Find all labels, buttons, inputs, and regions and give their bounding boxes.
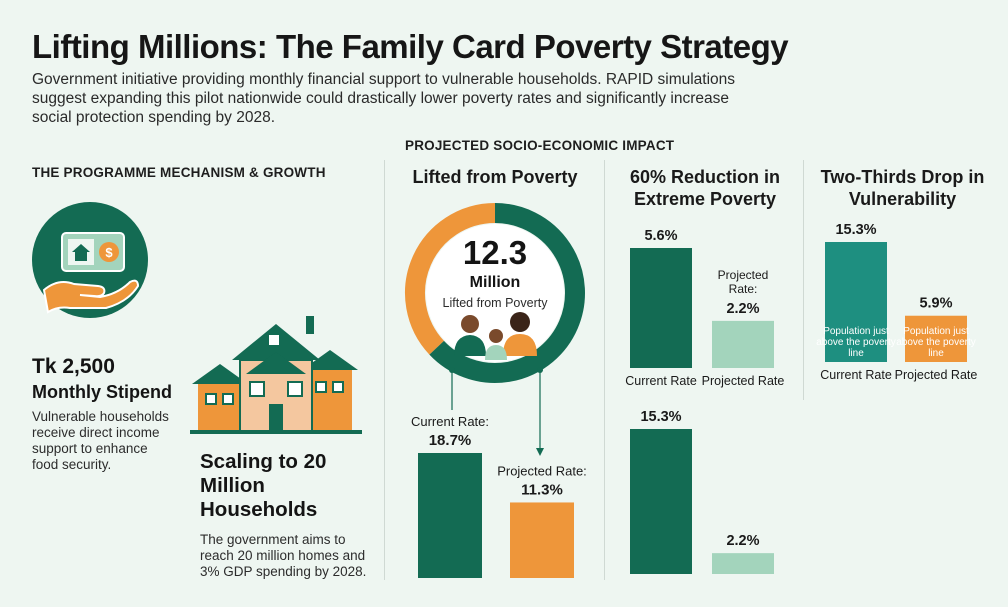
poverty-category-0: Current Rate: <box>411 414 489 429</box>
poverty-value-1: 11.3% <box>521 481 563 498</box>
vulnerability-chart: 15.3% Current Rate Population just above th… <box>816 222 978 382</box>
houses-icon <box>190 316 362 434</box>
lifted-number: 12.3 <box>462 234 528 271</box>
extreme-poverty-bar-0 <box>630 248 692 368</box>
extreme-poverty-lower-bar-1 <box>712 553 774 574</box>
stipend-illustration: $ <box>32 202 148 318</box>
vulnerability-bar-0 <box>825 242 887 362</box>
mechanism-heading: THE PROGRAMME MECHANISM & GROWTH <box>32 165 326 180</box>
poverty-bar-0 <box>418 453 482 578</box>
hand-icon <box>42 279 140 314</box>
extreme-poverty-value-0: 5.6% <box>644 228 677 244</box>
donut-slice-0 <box>405 203 496 355</box>
poverty-bar-1 <box>510 502 574 578</box>
scaling-description: The government aims to reach 20 million … <box>200 532 367 579</box>
page-title: Lifting Millions: The Family Card Povert… <box>32 28 789 65</box>
vulnerability-value-0: 15.3% <box>835 222 876 238</box>
family-icon <box>454 312 537 360</box>
divider-middle <box>604 160 605 580</box>
donut-slice-1 <box>429 203 585 383</box>
extreme-poverty-category-0: Current Rate <box>625 374 697 388</box>
extreme-poverty-category-1: Projected Rate <box>702 374 785 388</box>
poverty-category-1: Projected Rate: <box>497 463 587 478</box>
vulnerability-category-1: Projected Rate <box>895 368 978 382</box>
extreme-poverty-lower-value-1: 2.2% <box>726 533 759 549</box>
extreme-poverty-annotation-0: Projected <box>718 268 769 282</box>
vulnerability-bar-text-0: Population just above the poverty line <box>816 326 896 359</box>
svg-text:$: $ <box>105 245 113 260</box>
lifted-title: Lifted from Poverty <box>412 167 578 187</box>
extreme-poverty-annotation-1: Rate: <box>729 282 758 296</box>
extreme-poverty-lower-bar-0 <box>630 429 692 574</box>
stipend-description: Vulnerable households receive direct inc… <box>32 409 169 472</box>
poverty-value-0: 18.7% <box>429 432 472 449</box>
divider-left <box>384 160 385 580</box>
poverty-rate-chart: Current Rate: 18.7% Projected Rate: 11.3% <box>411 414 587 578</box>
cash-card-icon: $ <box>61 232 125 272</box>
donut-chart <box>405 203 585 383</box>
extreme-poverty-bar-1 <box>712 320 774 368</box>
vulnerability-bar-1 <box>905 315 967 362</box>
donut-center <box>426 224 564 362</box>
scaling-title: Scaling to 20 Million Households <box>200 450 327 521</box>
vulnerability-value-1: 5.9% <box>919 296 952 312</box>
divider-right <box>803 160 804 400</box>
donut-ring <box>405 203 585 383</box>
vulnerability-category-0: Current Rate <box>820 368 892 382</box>
extreme-poverty-value-1: 2.2% <box>726 301 759 317</box>
vulnerability-title: Two-Thirds Drop in Vulnerability <box>820 167 985 209</box>
extreme-title: 60% Reduction in Extreme Poverty <box>629 167 781 209</box>
extreme-poverty-lower-value-0: 15.3% <box>640 409 681 425</box>
extreme-poverty-chart: 5.6% Current Rate 2.2% Projected Rate Projec… <box>625 228 785 388</box>
donut-connectors <box>449 367 544 456</box>
vulnerability-bar-text-1: Population just above the poverty line <box>896 326 976 359</box>
stipend-amount: Tk 2,500 <box>32 355 115 378</box>
lifted-caption: Lifted from Poverty <box>442 296 548 310</box>
lifted-unit: Million <box>469 274 521 291</box>
impact-heading: PROJECTED SOCIO-ECONOMIC IMPACT <box>405 138 675 153</box>
page-subtitle: Government initiative providing monthly … <box>32 71 736 126</box>
extreme-poverty-lower-chart: 15.3% 2.2% <box>630 409 774 574</box>
stipend-label: Monthly Stipend <box>32 382 172 402</box>
